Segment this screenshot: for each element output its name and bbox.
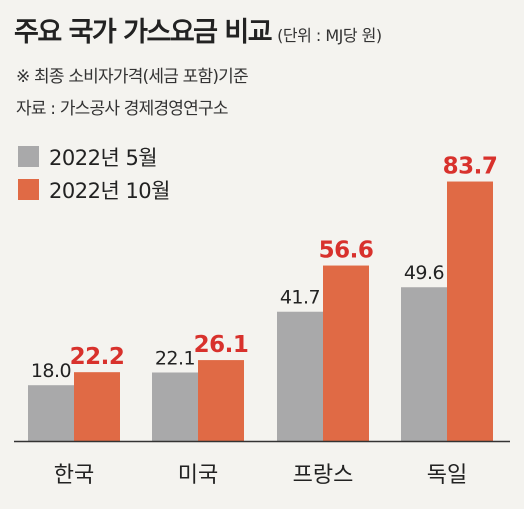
source-note: 자료 : 가스공사 경제경영연구소 [16,99,228,119]
chart-title: 주요 국가 가스요금 비교 [14,17,273,48]
title-row: 주요 국가 가스요금 비교 (단위 : MJ당 원) [14,10,382,49]
price-basis-note: ※ 최종 소비자가격(세금 포함)기준 [16,67,249,87]
category-label-3: 프랑스 [293,463,354,488]
bar-oct-3 [323,265,369,441]
value-label-oct-2: 26.1 [194,332,249,358]
bar-may-1 [28,385,74,441]
value-label-oct-4: 83.7 [443,154,498,180]
bar-may-4 [401,287,447,441]
value-label-may-3: 41.7 [280,287,320,309]
legend-label-oct: 2022년 10월 [49,178,170,203]
legend-item-may: 2022년 5월 [18,140,170,173]
legend-label-may: 2022년 5월 [49,145,158,170]
value-label-oct-1: 22.2 [70,344,125,370]
value-label-may-2: 22.1 [155,347,195,369]
legend-swatch-may [18,146,39,167]
category-label-2: 미국 [178,463,218,488]
bar-oct-1 [74,372,120,441]
value-label-oct-3: 56.6 [319,238,374,264]
unit-label: (단위 : MJ당 원) [277,26,382,45]
bar-may-2 [152,372,198,441]
legend: 2022년 5월 2022년 10월 [18,140,170,206]
value-label-may-1: 18.0 [31,360,71,382]
category-label-4: 독일 [427,463,467,488]
value-label-may-4: 49.6 [404,262,444,284]
legend-item-oct: 2022년 10월 [18,173,170,206]
bar-may-3 [277,311,323,441]
bar-oct-4 [447,181,493,441]
legend-swatch-oct [18,179,39,200]
bar-oct-2 [198,360,244,441]
category-label-1: 한국 [54,463,94,488]
